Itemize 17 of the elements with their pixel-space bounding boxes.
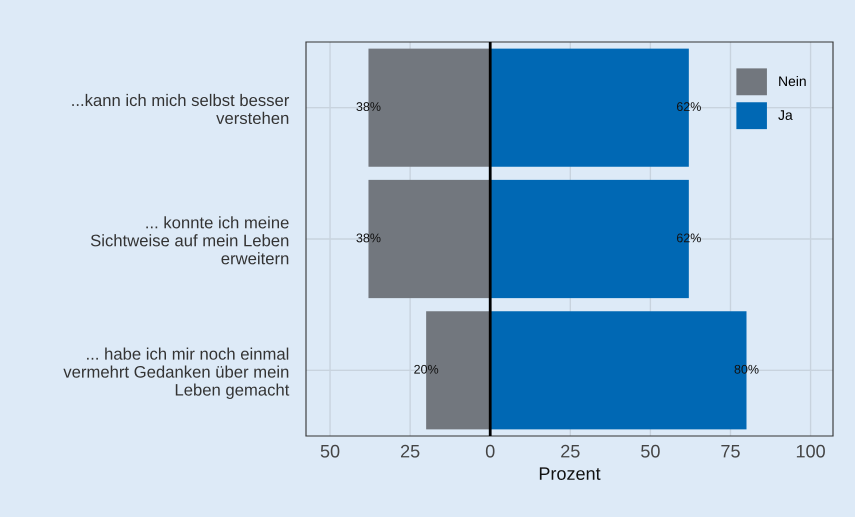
x-tick-label: 0 <box>486 444 495 458</box>
legend-label: Ja <box>778 110 793 120</box>
x-tick-label: 50 <box>320 444 340 458</box>
x-tick-label: 75 <box>721 444 740 458</box>
x-axis-title: Prozent <box>540 467 600 480</box>
data-label: 80% <box>734 364 759 374</box>
data-label: 38% <box>356 102 381 112</box>
y-tick-label: ... konnte ich meine Sichtweise auf mein Leben erweitern <box>90 216 289 264</box>
x-tick-label: 50 <box>641 444 660 458</box>
x-tick-label: 25 <box>400 444 420 458</box>
data-label: 20% <box>414 364 438 374</box>
x-tick-label: 100 <box>796 444 825 458</box>
y-tick-label: ... habe ich mir noch einmal vermehrt Gedanken über mein Leben gemacht <box>63 348 290 399</box>
legend-label: Nein <box>779 76 806 86</box>
y-tick-label: ...kann ich mich selbst besser verstehen <box>72 94 290 124</box>
data-label: 38% <box>356 234 381 242</box>
x-tick-label: 25 <box>561 444 580 458</box>
